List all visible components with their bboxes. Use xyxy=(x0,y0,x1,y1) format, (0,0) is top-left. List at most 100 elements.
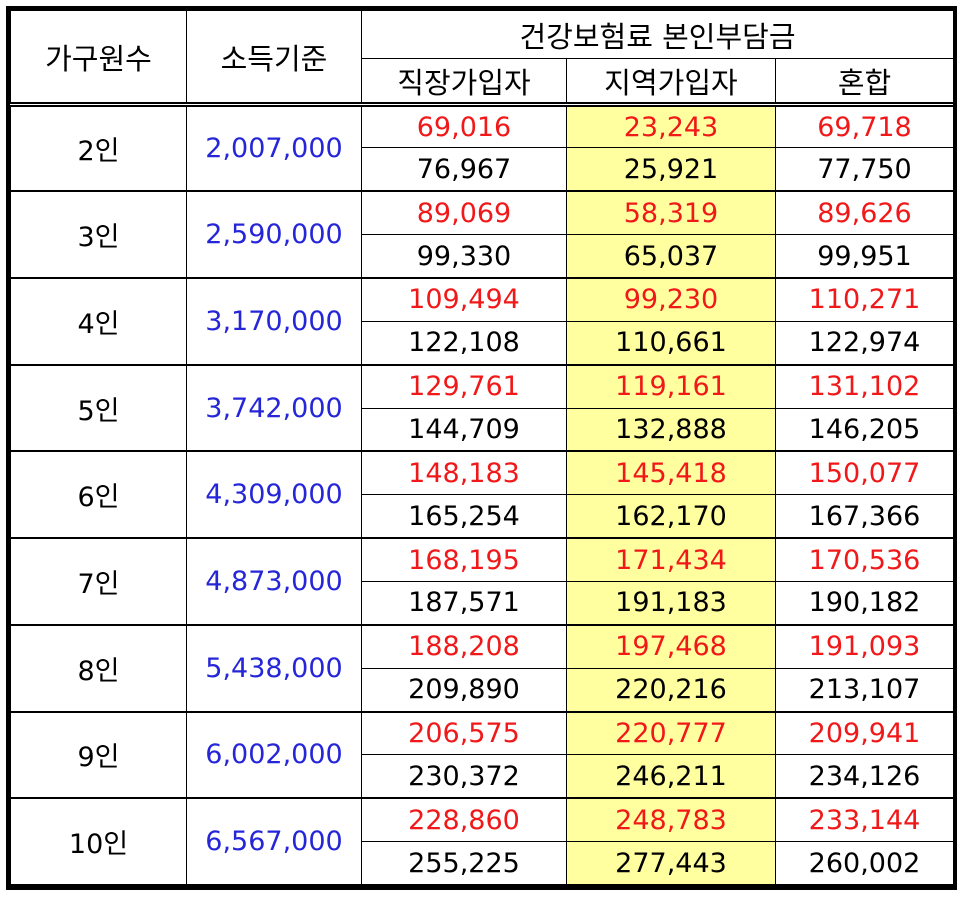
premium-top-mixed: 110,271 xyxy=(775,277,954,322)
premium-top-mixed: 209,941 xyxy=(775,711,954,756)
premium-bottom-mixed: 146,205 xyxy=(775,407,954,453)
premium-bottom-mixed: 167,366 xyxy=(775,494,954,540)
premium-top-mixed: 131,102 xyxy=(775,364,954,409)
premium-top-regional: 23,243 xyxy=(566,103,776,149)
table-row: 4인 3,170,000 109,494 99,230 110,271 xyxy=(10,277,954,366)
household-cell: 6인 xyxy=(10,450,187,540)
premium-top-regional: 145,418 xyxy=(566,450,776,496)
income-cell: 3,170,000 xyxy=(186,277,362,366)
table-row: 187,571 191,183 190,182 xyxy=(11,580,954,626)
table-row: 8인 5,438,000 188,208 197,468 191,093 xyxy=(10,624,954,713)
household-cell: 9인 xyxy=(10,711,187,800)
header-household: 가구원수 xyxy=(10,10,187,107)
premium-top-mixed: 89,626 xyxy=(775,190,954,236)
premium-top-employee: 69,016 xyxy=(361,103,567,149)
premium-top-employee: 148,183 xyxy=(361,450,567,496)
premium-bottom-regional: 65,037 xyxy=(566,234,776,279)
header-row-1: 가구원수 소득기준 건강보험료 본인부담금 xyxy=(10,10,954,107)
premium-top-regional: 197,468 xyxy=(566,624,776,669)
premium-top-regional: 220,777 xyxy=(566,711,776,756)
premium-top-mixed: 150,077 xyxy=(775,450,954,496)
premium-top-regional: 119,161 xyxy=(566,364,776,409)
table-row: 255,225 277,443 260,002 xyxy=(11,841,954,887)
premium-bottom-employee: 230,372 xyxy=(361,754,567,800)
premium-bottom-mixed: 260,002 xyxy=(775,841,954,887)
income-cell: 4,873,000 xyxy=(186,537,362,626)
premium-bottom-employee: 144,709 xyxy=(361,407,567,453)
premium-bottom-regional: 25,921 xyxy=(566,147,776,193)
table-row: 9인 6,002,000 206,575 220,777 209,941 xyxy=(10,711,954,800)
premium-bottom-employee: 99,330 xyxy=(361,234,567,279)
premium-bottom-employee: 255,225 xyxy=(361,841,567,887)
household-cell: 5인 xyxy=(10,364,187,453)
header-regional: 지역가입자 xyxy=(566,58,776,107)
household-cell: 4인 xyxy=(10,277,187,366)
header-employee: 직장가입자 xyxy=(361,58,567,107)
premium-bottom-employee: 76,967 xyxy=(361,147,567,193)
header-row-2: 직장가입자 지역가입자 혼합 xyxy=(11,58,954,107)
premium-top-regional: 248,783 xyxy=(566,797,776,843)
table-row: 165,254 162,170 167,366 xyxy=(11,494,954,540)
premium-top-regional: 171,434 xyxy=(566,537,776,582)
premium-top-employee: 188,208 xyxy=(361,624,567,669)
premium-top-regional: 99,230 xyxy=(566,277,776,322)
income-cell: 2,007,000 xyxy=(186,104,362,193)
household-cell: 2인 xyxy=(10,104,187,193)
income-cell: 2,590,000 xyxy=(186,190,362,279)
premium-bottom-regional: 162,170 xyxy=(566,494,776,540)
premium-bottom-regional: 191,183 xyxy=(566,580,776,626)
premium-top-mixed: 69,718 xyxy=(775,103,954,149)
household-cell: 7인 xyxy=(10,537,187,626)
premium-table: 가구원수 소득기준 건강보험료 본인부담금 직장가입자 지역가입자 혼합 2인 2… xyxy=(10,10,954,887)
header-mixed: 혼합 xyxy=(775,58,954,107)
household-cell: 10인 xyxy=(10,797,187,886)
table-row: 2인 2,007,000 69,016 23,243 69,718 xyxy=(10,103,954,193)
premium-top-employee: 228,860 xyxy=(361,797,567,843)
premium-bottom-regional: 110,661 xyxy=(566,320,776,366)
income-cell: 6,002,000 xyxy=(186,711,362,800)
premium-top-employee: 206,575 xyxy=(361,711,567,756)
premium-bottom-regional: 246,211 xyxy=(566,754,776,800)
premium-bottom-employee: 187,571 xyxy=(361,580,567,626)
table-row: 99,330 65,037 99,951 xyxy=(11,234,954,279)
premium-bottom-employee: 165,254 xyxy=(361,494,567,540)
premium-bottom-mixed: 99,951 xyxy=(775,234,954,279)
header-premium-group: 건강보험료 본인부담금 xyxy=(361,10,954,59)
table-row: 6인 4,309,000 148,183 145,418 150,077 xyxy=(10,450,954,540)
premium-top-employee: 129,761 xyxy=(361,364,567,409)
premium-table-frame: 가구원수 소득기준 건강보험료 본인부담금 직장가입자 지역가입자 혼합 2인 2… xyxy=(6,6,957,890)
premium-bottom-mixed: 234,126 xyxy=(775,754,954,800)
income-cell: 3,742,000 xyxy=(186,364,362,453)
premium-bottom-regional: 132,888 xyxy=(566,407,776,453)
table-row: 7인 4,873,000 168,195 171,434 170,536 xyxy=(10,537,954,626)
premium-bottom-mixed: 190,182 xyxy=(775,580,954,626)
premium-bottom-mixed: 213,107 xyxy=(775,667,954,713)
header-income: 소득기준 xyxy=(186,10,362,107)
table-row: 5인 3,742,000 129,761 119,161 131,102 xyxy=(10,364,954,453)
table-row: 3인 2,590,000 89,069 58,319 89,626 xyxy=(10,190,954,279)
premium-top-mixed: 191,093 xyxy=(775,624,954,669)
income-cell: 5,438,000 xyxy=(186,624,362,713)
table-row: 230,372 246,211 234,126 xyxy=(11,754,954,800)
table-row: 76,967 25,921 77,750 xyxy=(11,147,954,193)
premium-bottom-employee: 122,108 xyxy=(361,320,567,366)
premium-bottom-mixed: 122,974 xyxy=(775,320,954,366)
household-cell: 3인 xyxy=(10,190,187,279)
table-body: 2인 2,007,000 69,016 23,243 69,718 76,967 25,92… xyxy=(10,103,954,887)
table-row: 144,709 132,888 146,205 xyxy=(11,407,954,453)
table-row: 209,890 220,216 213,107 xyxy=(11,667,954,713)
table-row: 10인 6,567,000 228,860 248,783 233,144 xyxy=(10,797,954,886)
household-cell: 8인 xyxy=(10,624,187,713)
premium-bottom-employee: 209,890 xyxy=(361,667,567,713)
income-cell: 6,567,000 xyxy=(186,797,362,886)
income-cell: 4,309,000 xyxy=(186,450,362,540)
premium-bottom-regional: 220,216 xyxy=(566,667,776,713)
premium-top-employee: 109,494 xyxy=(361,277,567,322)
premium-top-employee: 168,195 xyxy=(361,537,567,582)
premium-top-employee: 89,069 xyxy=(361,190,567,236)
premium-bottom-mixed: 77,750 xyxy=(775,147,954,193)
premium-bottom-regional: 277,443 xyxy=(566,841,776,887)
premium-top-mixed: 170,536 xyxy=(775,537,954,582)
premium-top-mixed: 233,144 xyxy=(775,797,954,843)
premium-top-regional: 58,319 xyxy=(566,190,776,236)
